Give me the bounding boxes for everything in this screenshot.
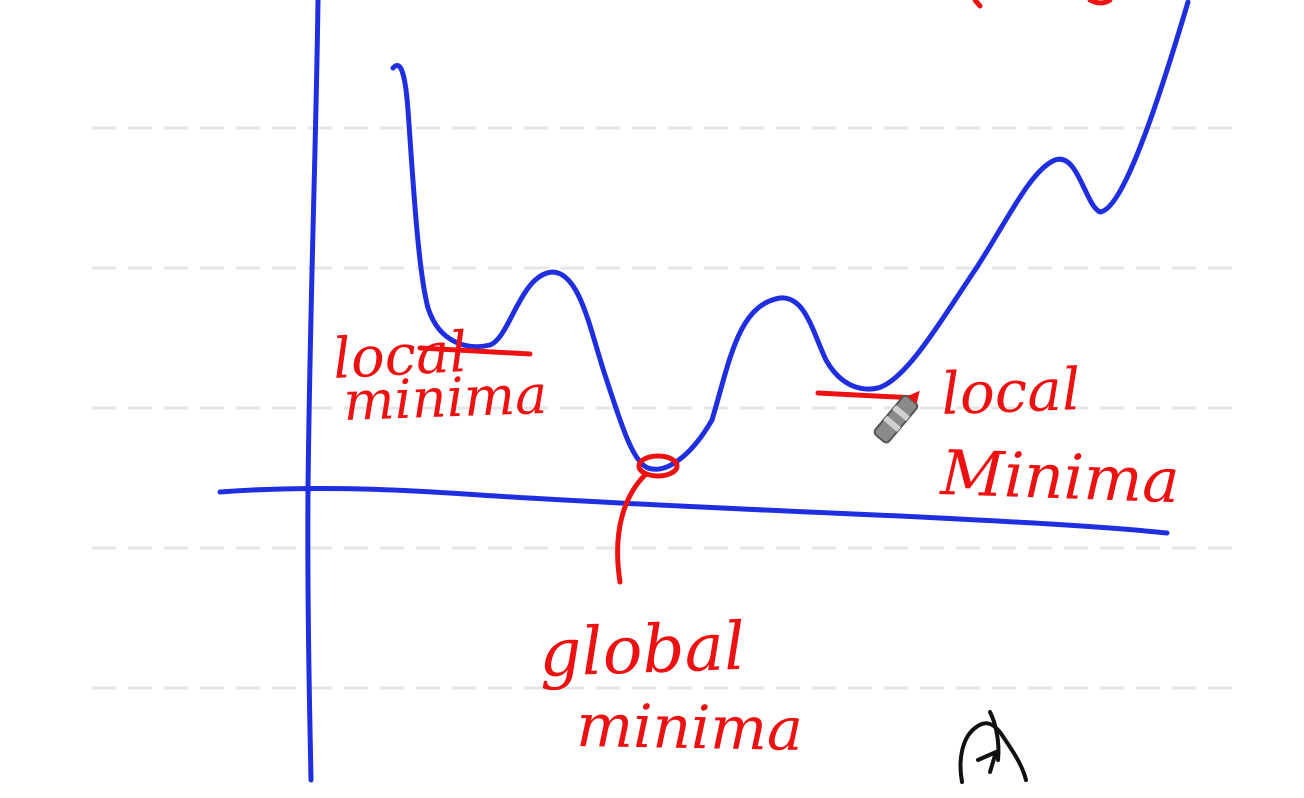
local-minima-right-label-line2: Minima bbox=[938, 436, 1180, 517]
annotation-labels: local minima local Minima global minima bbox=[331, 320, 1180, 765]
local-minima-right-label-line1: local bbox=[940, 355, 1081, 428]
local-minima-left-label-line2: minima bbox=[342, 363, 548, 433]
y-axis bbox=[305, 0, 321, 783]
local-minima-left-label-line1: local bbox=[331, 320, 469, 392]
local-minima-left-marker bbox=[417, 345, 533, 357]
ruled-lines bbox=[92, 126, 1240, 690]
hand-cursor-icon bbox=[958, 710, 1028, 784]
global-minima-label-line1: global bbox=[538, 608, 746, 692]
x-axis bbox=[217, 485, 1170, 536]
global-minima-marker bbox=[636, 453, 680, 479]
local-minima-right-marker bbox=[815, 390, 918, 401]
axes bbox=[217, 0, 1170, 783]
global-minima-pointer bbox=[615, 472, 648, 585]
cropped-annotation-stroke bbox=[972, 0, 1113, 9]
annotation-strokes bbox=[417, 345, 918, 585]
loss-curve bbox=[390, 0, 1191, 472]
pen-icon bbox=[873, 390, 920, 444]
global-minima-label-line2: minima bbox=[576, 691, 804, 765]
